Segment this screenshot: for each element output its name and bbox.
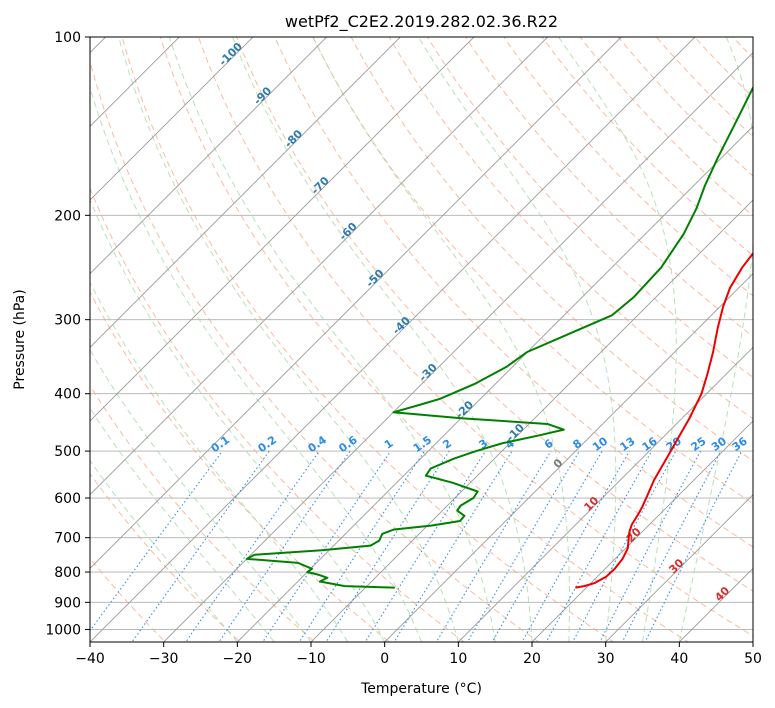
dry-adiabat <box>236 37 753 592</box>
mixing-ratio-line <box>435 450 552 642</box>
y-tick-label: 700 <box>54 531 81 547</box>
plot-frame <box>89 36 754 643</box>
moist-adiabat <box>678 37 753 642</box>
y-tick-label: 900 <box>54 595 81 611</box>
dewpoint-profile <box>245 85 753 589</box>
y-axis: 100 200 300 400 500 600 700 800 900 1000 <box>45 30 90 638</box>
moist-adiabat <box>90 198 386 642</box>
y-tick-label: 800 <box>54 565 81 581</box>
x-tick-label: −30 <box>149 651 179 667</box>
mixing-ratio-line <box>364 450 486 642</box>
mixing-ratio-line <box>572 450 677 642</box>
x-tick-label: −40 <box>75 651 105 667</box>
x-tick-label: 40 <box>670 651 688 667</box>
dry-adiabat <box>90 384 316 642</box>
dry-adiabat <box>90 59 540 642</box>
y-tick-label: 200 <box>54 208 81 224</box>
moist-adiabat <box>90 281 349 642</box>
pressure-grid <box>90 37 753 630</box>
isotherm <box>236 125 753 642</box>
isotherm <box>90 37 180 127</box>
mixing-ratio-line <box>393 450 513 642</box>
isotherm <box>310 199 753 642</box>
x-tick-label: 50 <box>744 651 762 667</box>
dry-adiabat <box>388 37 753 420</box>
moist-adiabats <box>90 37 753 642</box>
moist-adiabat <box>312 37 570 642</box>
dry-adiabat <box>350 37 753 462</box>
isotherm <box>90 37 254 201</box>
temperature-profile <box>575 251 753 589</box>
y-tick-label: 600 <box>54 491 81 507</box>
chart-title: wetPf2_C2E2.2019.282.02.36.R22 <box>285 12 558 32</box>
y-tick-label: 400 <box>54 387 81 403</box>
mixing-ratio-lines <box>90 450 743 642</box>
dry-adiabat <box>426 37 753 378</box>
dry-adiabat <box>90 186 465 642</box>
mixing-ratio-line <box>298 450 425 642</box>
isotherm <box>90 37 475 422</box>
dry-adiabat <box>312 37 753 505</box>
mixing-ratio-line <box>131 450 270 642</box>
y-tick-label: 1000 <box>45 622 81 638</box>
x-tick-label: 20 <box>523 651 541 667</box>
x-tick-label: −10 <box>296 651 326 667</box>
moist-adiabat <box>168 37 496 642</box>
mixing-ratio-line <box>90 450 223 632</box>
mixing-ratio-line <box>325 450 450 642</box>
mixing-ratio-line <box>262 450 392 642</box>
dry-adiabat <box>159 37 690 642</box>
dry-adiabat <box>90 472 241 642</box>
y-tick-label: 300 <box>54 313 81 329</box>
x-tick-label: −20 <box>223 651 253 667</box>
isotherm <box>163 52 753 642</box>
x-axis-title: Temperature (°C) <box>360 681 482 697</box>
mixing-ratio-line <box>545 450 653 642</box>
moist-adiabat <box>90 407 275 642</box>
y-tick-label: 500 <box>54 444 81 460</box>
profile-series <box>245 85 753 589</box>
isotherm <box>90 37 696 642</box>
moist-adiabat <box>418 37 617 642</box>
dry-adiabat <box>90 291 391 642</box>
mixing-ratio-line <box>218 450 351 642</box>
moist-adiabat <box>90 459 238 642</box>
y-tick-label: 100 <box>54 30 81 46</box>
dry-adiabats <box>90 37 753 642</box>
isotherm <box>605 494 753 642</box>
moist-adiabat <box>558 37 677 642</box>
moist-adiabat <box>90 85 422 642</box>
mixing-ratio-line <box>521 450 630 642</box>
isotherm <box>90 37 401 348</box>
x-tick-label: 10 <box>449 651 467 667</box>
dry-adiabat <box>197 37 753 637</box>
mixing-ratio-line <box>491 450 603 642</box>
dry-adiabat <box>274 37 753 548</box>
x-tick-label: 0 <box>380 651 389 667</box>
isotherm <box>90 37 328 275</box>
isotherm <box>90 37 549 496</box>
mixing-ratio-line <box>599 450 702 642</box>
mixing-ratio-line <box>466 450 580 642</box>
isotherm <box>457 346 753 642</box>
moist-adiabat <box>231 37 533 642</box>
x-axis: −40 −30 −20 −10 0 10 20 30 40 50 <box>75 642 762 667</box>
isotherm <box>90 37 622 569</box>
isotherm <box>384 273 753 642</box>
x-tick-label: 30 <box>597 651 615 667</box>
y-axis-title: Pressure (hPa) <box>12 289 28 389</box>
